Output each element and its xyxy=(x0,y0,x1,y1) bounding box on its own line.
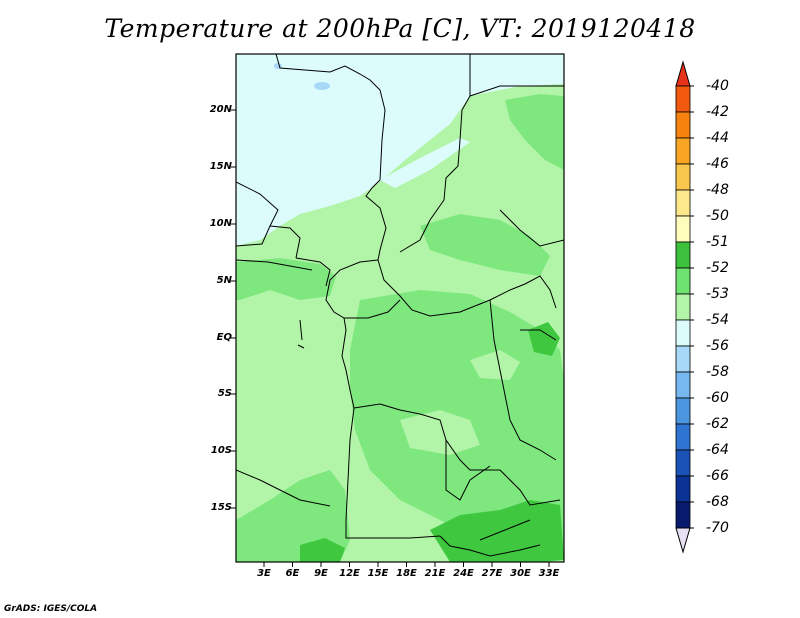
colorbar-label: -53 xyxy=(706,286,729,302)
colorbar-swatch xyxy=(675,345,691,373)
colorbar-swatch xyxy=(675,293,691,321)
field-minus-52-east-north xyxy=(505,94,564,170)
colorbar-label: -48 xyxy=(706,182,729,198)
field-minus-51-bottom xyxy=(300,538,345,562)
lon-label: 12E xyxy=(339,568,360,579)
colorbar-label: -64 xyxy=(706,442,729,458)
colorbar-swatch xyxy=(675,319,691,347)
colorbar-swatch xyxy=(675,501,691,529)
colorbar-label: -60 xyxy=(706,390,729,406)
colorbar-swatch xyxy=(675,111,691,139)
lon-label: 6E xyxy=(285,568,300,579)
field-minus-52-west-coast xyxy=(236,258,336,300)
lon-label: 3E xyxy=(257,568,271,579)
colorbar-top-arrow xyxy=(675,60,691,87)
field-minus-51-south xyxy=(430,500,564,562)
colorbar-swatch xyxy=(675,241,691,269)
lon-label: 18E xyxy=(396,568,417,579)
field-minus-53-hole-1 xyxy=(400,410,480,455)
colorbar-label: -40 xyxy=(706,78,729,94)
colorbar-swatch xyxy=(675,397,691,425)
field-minus-53-hole-2 xyxy=(470,350,520,380)
lat-label: EQ xyxy=(216,332,232,343)
lat-label: 15S xyxy=(210,502,232,513)
colorbar-bottom-arrow xyxy=(675,527,691,554)
colorbar-label: -58 xyxy=(706,364,729,380)
field-minus-54-streak xyxy=(380,138,470,188)
lon-label: 24E xyxy=(453,568,474,579)
colorbar-label: -50 xyxy=(706,208,729,224)
lon-label: 21E xyxy=(424,568,446,579)
colorbar-swatch xyxy=(675,423,691,451)
colorbar-label: -62 xyxy=(706,416,729,432)
colorbar-swatch xyxy=(675,449,691,477)
colorbar-label: -44 xyxy=(706,130,729,146)
colorbar-label: -42 xyxy=(706,104,729,120)
lon-label: 15E xyxy=(367,568,389,579)
colorbar-swatch xyxy=(675,215,691,243)
lon-label: 27E xyxy=(481,568,503,579)
colorbar-label: -68 xyxy=(706,494,729,510)
map-frame xyxy=(235,53,565,563)
lat-label: 5N xyxy=(216,275,232,286)
colorbar-swatch xyxy=(675,475,691,503)
colorbar-label: -46 xyxy=(706,156,729,172)
colorbar-label: -52 xyxy=(706,260,729,276)
lat-label: 20N xyxy=(209,104,232,115)
colorbar-swatch xyxy=(675,267,691,295)
colorbar-label: -51 xyxy=(706,234,729,250)
colorbar-label: -66 xyxy=(706,468,729,484)
colorbar-label: -54 xyxy=(706,312,729,328)
lat-label: 10S xyxy=(210,445,232,456)
map-field xyxy=(236,54,564,562)
lon-label: 33E xyxy=(538,568,560,579)
lat-label: 5S xyxy=(217,388,232,399)
colorbar-swatch xyxy=(675,189,691,217)
colorbar-swatch xyxy=(675,85,691,113)
field-minus-54-north xyxy=(236,54,564,246)
colorbar xyxy=(675,60,694,554)
lat-label: 15N xyxy=(209,161,232,172)
colorbar-swatch xyxy=(675,163,691,191)
colorbar-swatch xyxy=(675,137,691,165)
grads-credit: GrADS: IGES/COLA xyxy=(4,604,98,614)
map-title: Temperature at 200hPa [C], VT: 201912041… xyxy=(104,14,696,43)
country-borders xyxy=(236,54,564,557)
colorbar-swatch xyxy=(675,371,691,399)
colorbar-label: -70 xyxy=(706,520,729,536)
field-minus-56-spot xyxy=(314,82,330,90)
tick-marks xyxy=(231,109,550,567)
field-minus-52-sahel xyxy=(420,214,550,276)
colorbar-label: -56 xyxy=(706,338,729,354)
lat-label: 10N xyxy=(209,218,232,229)
lon-label: 30E xyxy=(510,568,531,579)
lon-label: 9E xyxy=(314,568,328,579)
